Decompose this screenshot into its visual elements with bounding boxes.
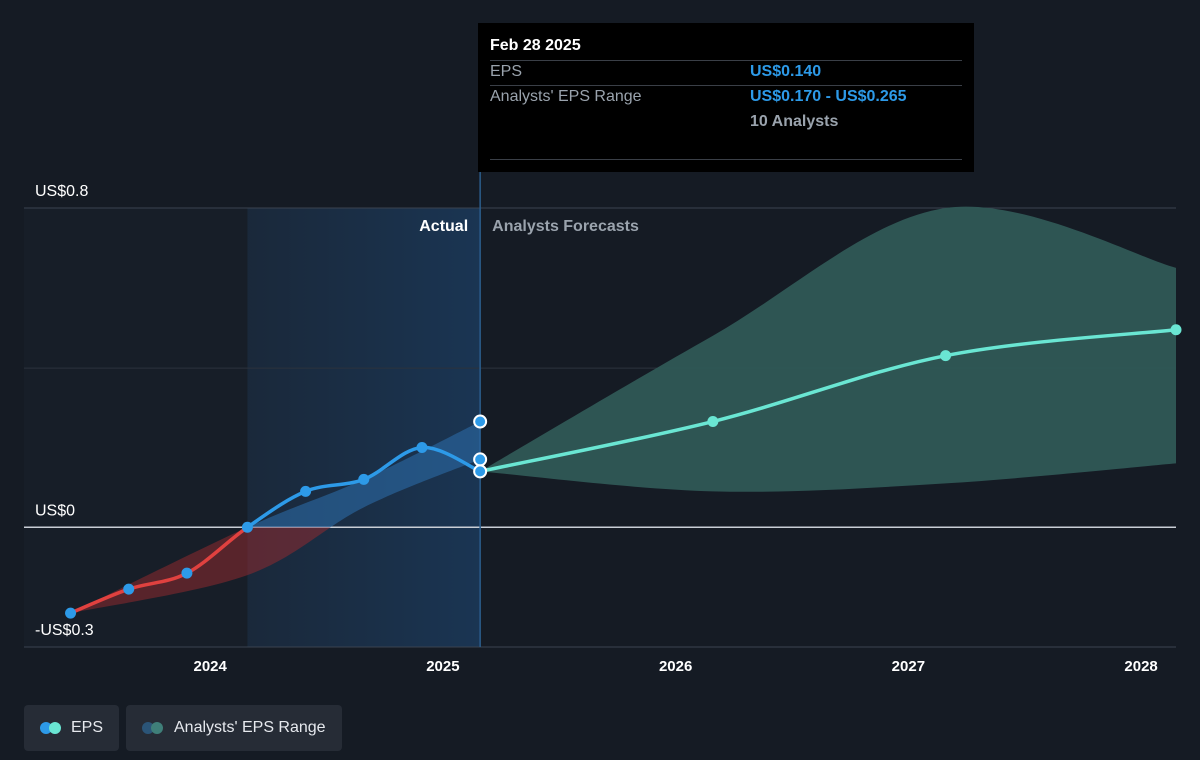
tooltip-date: Feb 28 2025 bbox=[490, 37, 581, 54]
tooltip-analysts: 10 Analysts bbox=[750, 113, 839, 130]
eps-point-actual bbox=[181, 567, 193, 579]
actual-section-label: Actual bbox=[419, 218, 468, 235]
y-tick-label: US$0.8 bbox=[35, 183, 88, 200]
legend-range-label: Analysts' EPS Range bbox=[174, 719, 326, 736]
tooltip-eps-value: US$0.140 bbox=[750, 63, 822, 80]
x-tick-label: 2027 bbox=[892, 658, 925, 675]
actual-highlight bbox=[247, 208, 481, 647]
tooltip-range-label: Analysts' EPS Range bbox=[490, 88, 642, 105]
eps-legend-icon bbox=[40, 722, 61, 734]
eps-point-forecast bbox=[707, 416, 719, 428]
eps-line-negative bbox=[69, 527, 251, 615]
tooltip-eps-label: EPS bbox=[490, 63, 523, 80]
eps-point-actual bbox=[241, 521, 253, 533]
eps-point-forecast bbox=[940, 350, 952, 362]
x-tick-label: 2026 bbox=[659, 658, 692, 675]
range-marker-point bbox=[473, 414, 488, 429]
x-tick-label: 2028 bbox=[1124, 658, 1157, 675]
y-tick-label: -US$0.3 bbox=[35, 622, 94, 639]
eps-point-forecast bbox=[1170, 324, 1182, 336]
legend-range-button[interactable]: Analysts' EPS Range bbox=[126, 705, 342, 751]
eps-chart: US$0.8 US$0 -US$0.3 2024 2025 2026 2027 2028 Act… bbox=[24, 172, 1182, 675]
tooltip-divider bbox=[490, 159, 962, 160]
eps-point-actual bbox=[300, 485, 312, 497]
eps-point-actual bbox=[416, 441, 428, 453]
eps-point-actual bbox=[358, 473, 370, 485]
tooltip-range-value: US$0.170 - US$0.265 bbox=[750, 88, 907, 105]
forecast-section-label: Analysts Forecasts bbox=[492, 218, 639, 235]
x-tick-label: 2024 bbox=[193, 658, 227, 675]
eps-line-forecast bbox=[479, 327, 1177, 474]
legend-eps-button[interactable]: EPS bbox=[24, 705, 119, 751]
actual-range-band-negative bbox=[70, 527, 331, 614]
x-tick-label: 2025 bbox=[426, 658, 459, 675]
legend-eps-label: EPS bbox=[70, 719, 103, 736]
eps-point-actual bbox=[65, 607, 77, 619]
tooltip-divider bbox=[490, 85, 962, 86]
actual-range-band-positive bbox=[247, 421, 481, 528]
range-marker-point bbox=[473, 452, 488, 467]
tooltip: Feb 28 2025 EPS US$0.140 Analysts' EPS R… bbox=[478, 23, 974, 172]
range-legend-icon bbox=[142, 722, 164, 734]
tooltip-divider bbox=[490, 60, 962, 61]
eps-point-actual bbox=[123, 583, 135, 595]
eps-point-selected bbox=[473, 464, 488, 479]
y-tick-label: US$0 bbox=[35, 502, 75, 519]
forecast-range-band bbox=[480, 206, 1176, 492]
